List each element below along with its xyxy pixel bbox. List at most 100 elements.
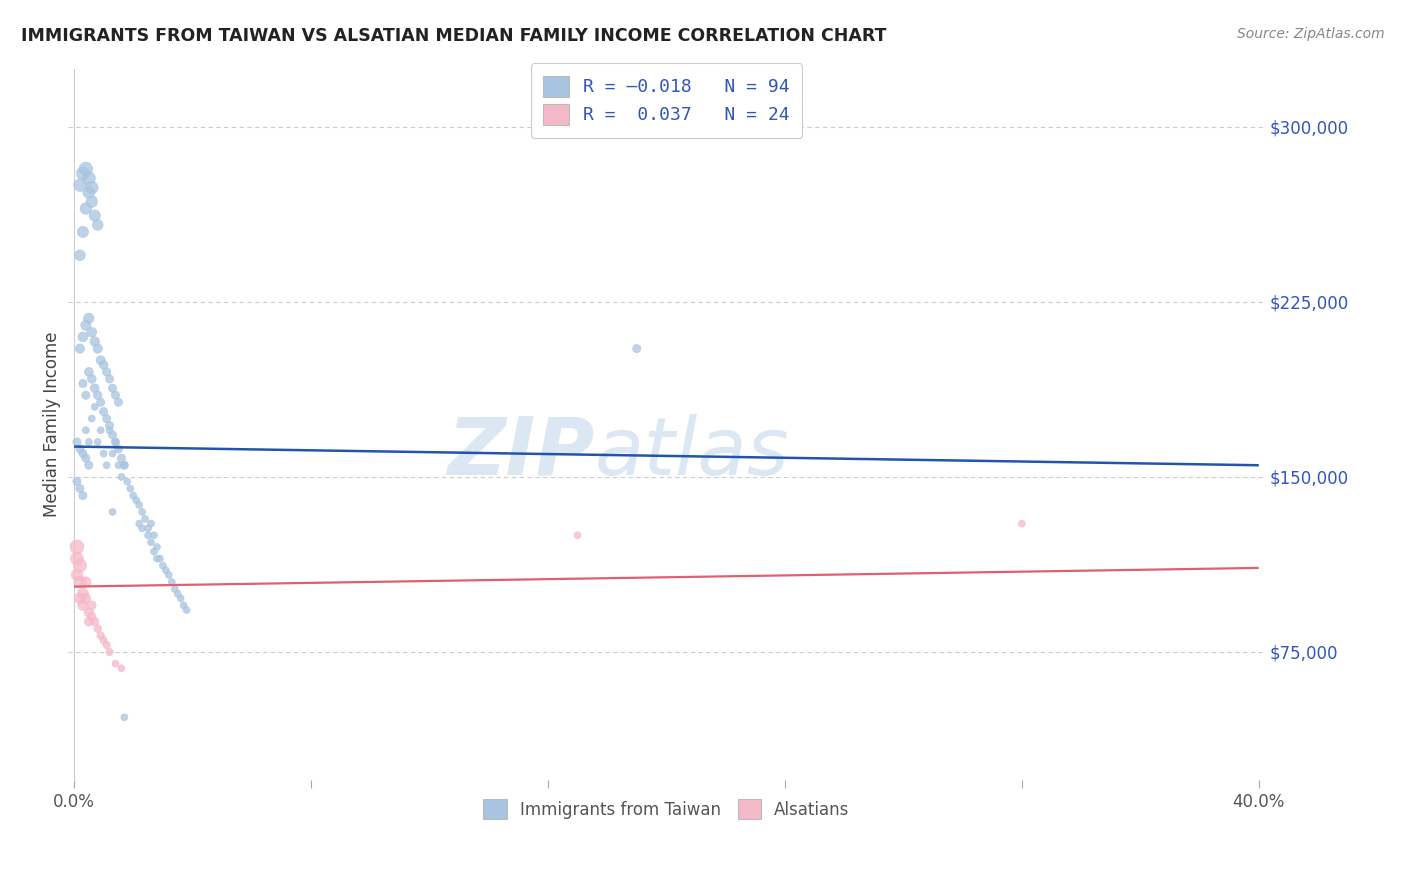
Point: [176, 603, 198, 617]
Point: [77, 185, 100, 199]
Point: [128, 498, 150, 512]
Point: [96, 411, 118, 425]
Point: [66, 568, 89, 582]
Point: [1011, 516, 1033, 531]
Point: [83, 209, 105, 223]
Point: [77, 311, 100, 326]
Point: [72, 167, 94, 181]
Point: [104, 434, 127, 449]
Point: [90, 629, 112, 643]
Point: [131, 521, 153, 535]
Point: [77, 458, 100, 473]
Point: [166, 586, 188, 600]
Point: [77, 605, 100, 619]
Point: [75, 318, 97, 333]
Point: [72, 376, 94, 391]
Point: [66, 540, 89, 554]
Point: [77, 171, 100, 186]
Point: [149, 551, 172, 566]
Point: [98, 423, 121, 437]
Point: [567, 528, 589, 542]
Point: [110, 661, 132, 675]
Point: [160, 574, 183, 589]
Point: [104, 657, 127, 671]
Point: [69, 248, 91, 262]
Point: [80, 411, 103, 425]
Point: [93, 358, 115, 372]
Point: [69, 591, 91, 606]
Point: [83, 334, 105, 349]
Point: [75, 591, 97, 606]
Legend: Immigrants from Taiwan, Alsatians: Immigrants from Taiwan, Alsatians: [477, 793, 856, 825]
Point: [139, 535, 162, 549]
Point: [107, 395, 129, 409]
Point: [66, 551, 89, 566]
Point: [112, 710, 135, 724]
Point: [69, 442, 91, 456]
Point: [69, 574, 91, 589]
Point: [128, 516, 150, 531]
Point: [75, 202, 97, 216]
Point: [72, 330, 94, 344]
Point: [80, 610, 103, 624]
Point: [75, 423, 97, 437]
Point: [93, 633, 115, 648]
Point: [136, 521, 159, 535]
Point: [107, 458, 129, 473]
Y-axis label: Median Family Income: Median Family Income: [44, 332, 60, 517]
Point: [77, 615, 100, 629]
Point: [112, 458, 135, 473]
Point: [69, 482, 91, 496]
Point: [98, 418, 121, 433]
Point: [69, 558, 91, 573]
Point: [157, 568, 180, 582]
Point: [86, 342, 108, 356]
Point: [110, 470, 132, 484]
Point: [96, 458, 118, 473]
Point: [112, 458, 135, 473]
Point: [72, 599, 94, 613]
Point: [146, 551, 169, 566]
Point: [66, 475, 89, 489]
Point: [173, 599, 195, 613]
Text: ZIP: ZIP: [447, 414, 595, 491]
Point: [86, 218, 108, 232]
Point: [93, 446, 115, 460]
Point: [104, 434, 127, 449]
Point: [143, 544, 166, 558]
Point: [146, 540, 169, 554]
Point: [139, 516, 162, 531]
Point: [120, 482, 142, 496]
Point: [90, 353, 112, 368]
Point: [93, 404, 115, 418]
Point: [72, 489, 94, 503]
Point: [96, 638, 118, 652]
Point: [86, 388, 108, 402]
Point: [134, 512, 156, 526]
Point: [155, 563, 177, 577]
Point: [75, 161, 97, 176]
Point: [66, 434, 89, 449]
Point: [83, 400, 105, 414]
Point: [77, 365, 100, 379]
Point: [75, 451, 97, 466]
Text: atlas: atlas: [595, 414, 789, 491]
Point: [80, 194, 103, 209]
Point: [98, 372, 121, 386]
Point: [83, 381, 105, 395]
Point: [72, 446, 94, 460]
Point: [86, 434, 108, 449]
Point: [101, 381, 124, 395]
Point: [69, 178, 91, 193]
Point: [80, 599, 103, 613]
Point: [83, 615, 105, 629]
Point: [77, 434, 100, 449]
Point: [125, 493, 148, 508]
Point: [72, 586, 94, 600]
Point: [104, 388, 127, 402]
Point: [163, 582, 186, 596]
Point: [117, 475, 139, 489]
Point: [96, 365, 118, 379]
Point: [98, 645, 121, 659]
Point: [75, 574, 97, 589]
